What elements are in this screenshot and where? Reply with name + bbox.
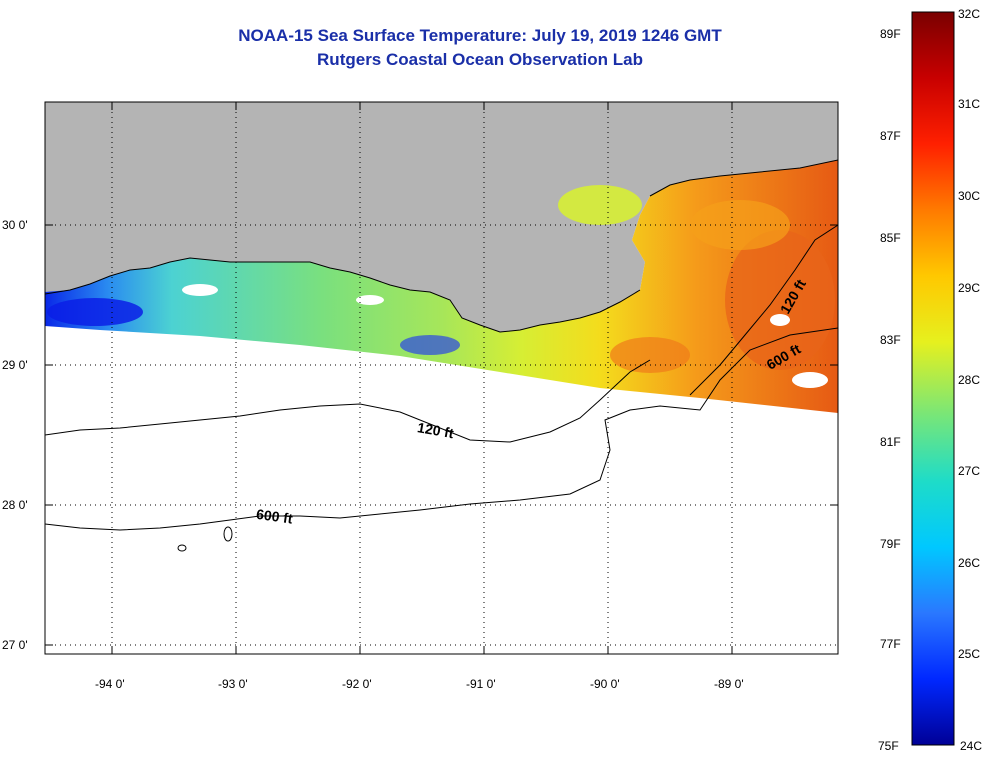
cloud-gap: [770, 314, 790, 326]
cold-patch: [47, 298, 143, 326]
lon-label: -89 0': [714, 677, 744, 691]
colorbar-f-label: 77F: [880, 637, 901, 651]
land-mass: [45, 102, 838, 332]
colorbar-c-label: 31C: [958, 97, 980, 111]
warm-patch: [725, 230, 835, 370]
colorbar-f-label: 81F: [880, 435, 901, 449]
lat-label: 28 0': [2, 498, 28, 512]
cold-patch: [400, 335, 460, 355]
colorbar-c-label: 27C: [958, 464, 980, 478]
colorbar-c-label: 26C: [958, 556, 980, 570]
lon-label: -92 0': [342, 677, 372, 691]
cloud-gap: [182, 284, 218, 296]
colorbar: [911, 11, 955, 746]
colorbar-c-label: 28C: [958, 373, 980, 387]
coastline: [45, 257, 641, 333]
colorbar-f-label: 83F: [880, 333, 901, 347]
contour-label: 120 ft: [416, 419, 455, 441]
lon-label: -91 0': [466, 677, 496, 691]
colorbar-c-label: 29C: [958, 281, 980, 295]
colorbar-f-label: 79F: [880, 537, 901, 551]
contour-label: 600 ft: [255, 506, 294, 527]
lon-label: -93 0': [218, 677, 248, 691]
map-subtitle: Rutgers Coastal Ocean Observation Lab: [317, 50, 643, 69]
colorbar-c-label: 24C: [960, 739, 982, 753]
warm-patch: [610, 337, 690, 373]
colorbar-f-label: 75F: [878, 739, 899, 753]
contour-120ft-west: [45, 359, 651, 443]
colorbar-c-label: 30C: [958, 189, 980, 203]
lon-label: -90 0': [590, 677, 620, 691]
warm-patch: [558, 185, 642, 225]
cloud-gap: [356, 295, 384, 305]
map-title: NOAA-15 Sea Surface Temperature: July 19…: [238, 26, 722, 45]
lat-label: 27 0': [2, 638, 28, 652]
graticule: [45, 102, 838, 654]
cloud-gap: [792, 372, 828, 388]
lon-label: -94 0': [95, 677, 125, 691]
map-frame: [44, 101, 839, 655]
colorbar-f-label: 85F: [880, 231, 901, 245]
coastline: [649, 159, 838, 197]
contour-island: [177, 544, 187, 552]
contour-island: [223, 526, 233, 542]
lat-label: 30 0': [2, 218, 28, 232]
contour-600ft-west: [45, 327, 838, 531]
axis-ticks: [45, 102, 838, 654]
colorbar-c-label: 32C: [958, 7, 980, 21]
colorbar-f-label: 89F: [880, 27, 901, 41]
colorbar-c-label: 25C: [958, 647, 980, 661]
lat-label: 29 0': [2, 358, 28, 372]
colorbar-f-label: 87F: [880, 129, 901, 143]
